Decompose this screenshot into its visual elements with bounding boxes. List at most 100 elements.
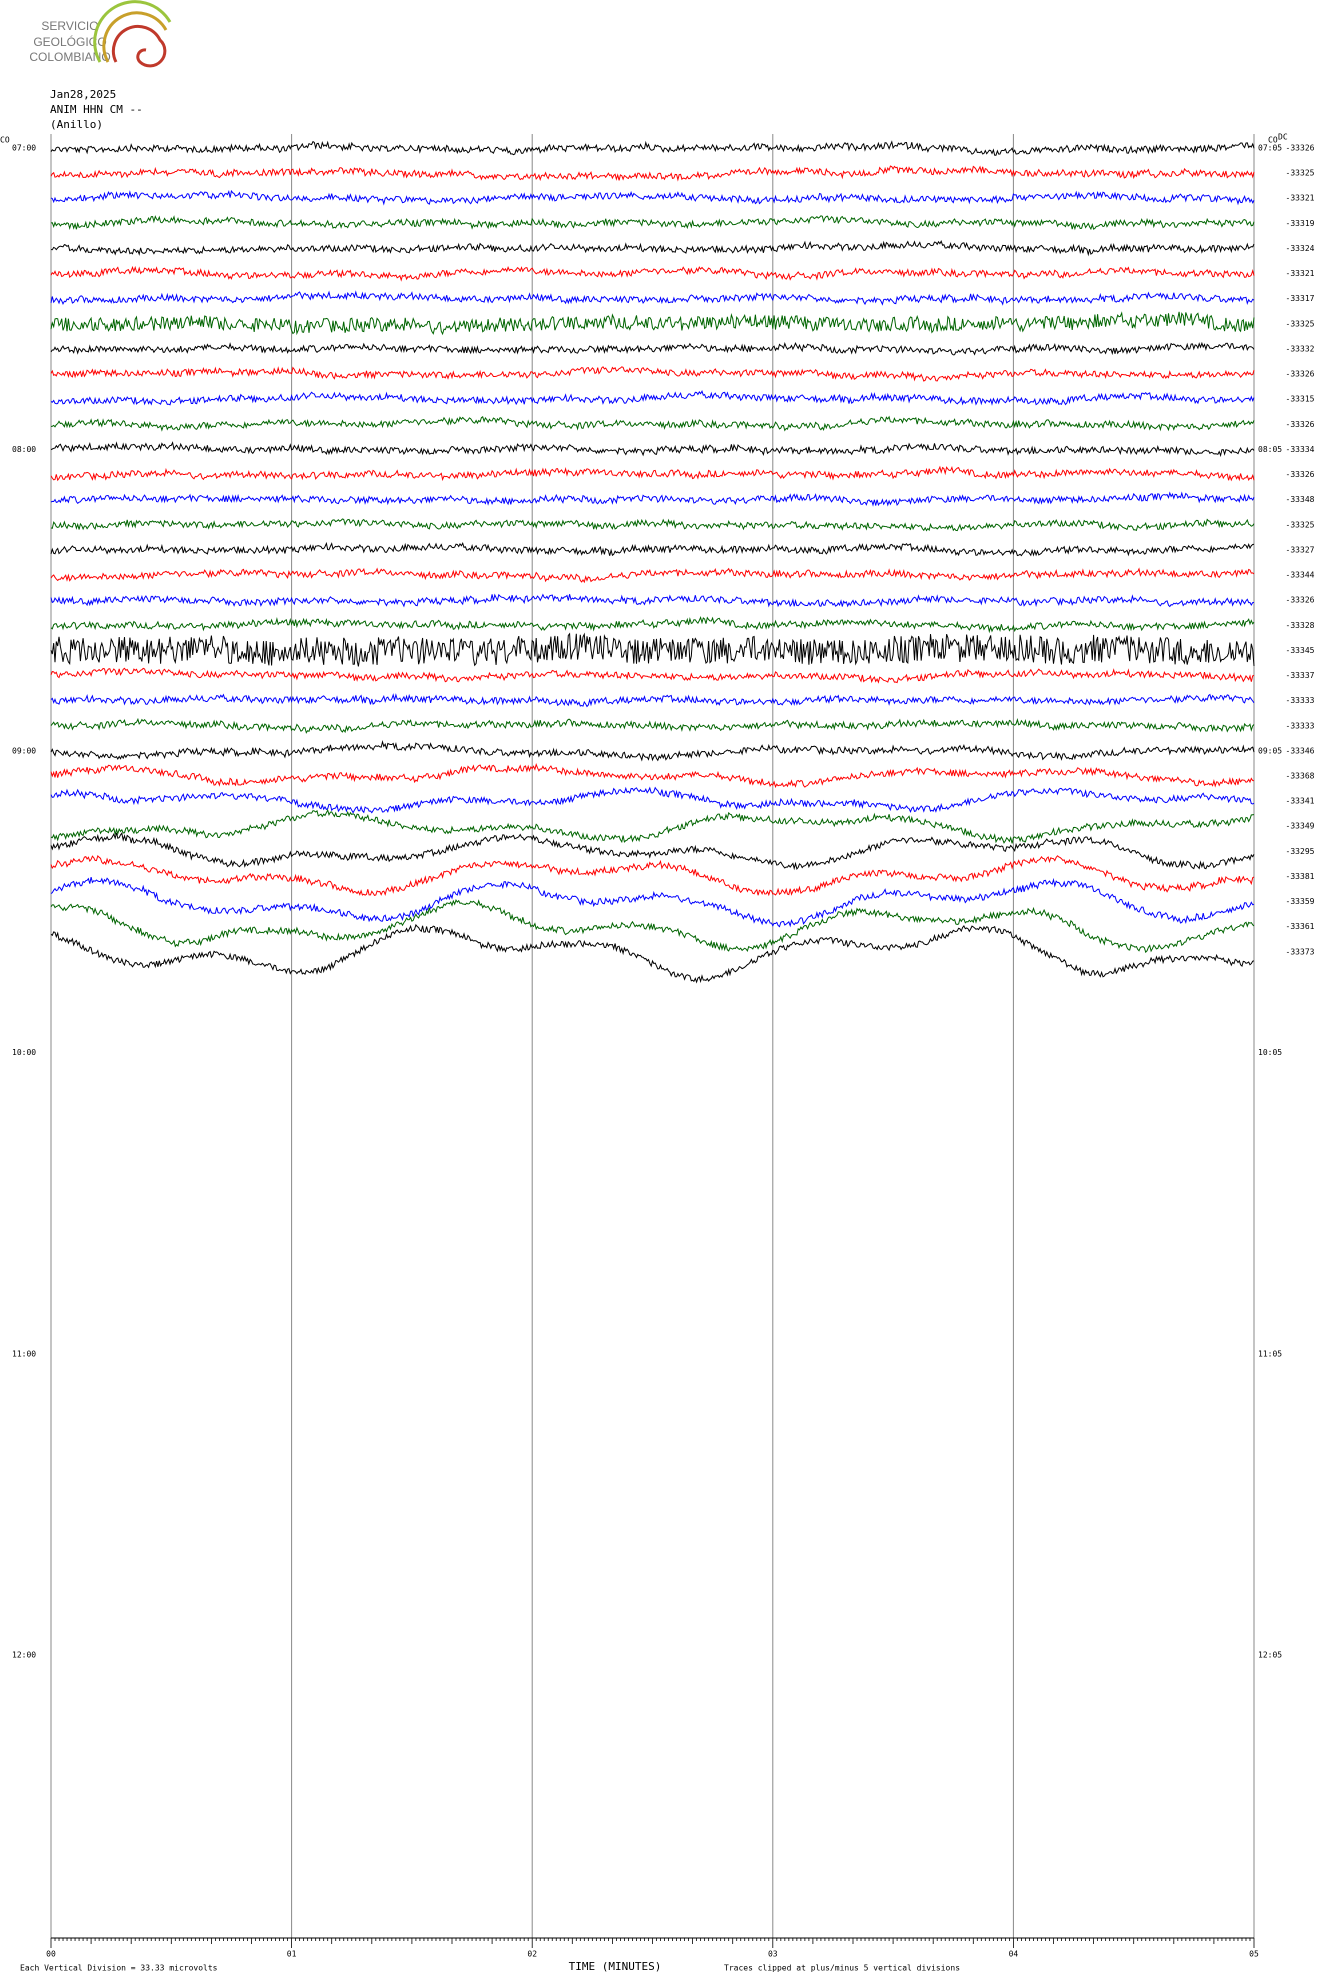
dc-offset: -33319: [1286, 219, 1315, 228]
dc-offset: -33333: [1286, 696, 1315, 705]
seismic-trace: [50, 876, 1255, 928]
logo-text: SERVICIO: [41, 19, 98, 33]
seismic-trace: [50, 832, 1255, 871]
seismic-trace: [50, 389, 1255, 406]
time-label-right: 11:05: [1258, 1349, 1282, 1358]
dc-offset: -33368: [1286, 772, 1315, 781]
corner-label: CO: [0, 136, 10, 145]
seismic-trace: [50, 898, 1255, 954]
seismic-trace: [50, 808, 1255, 844]
dc-offset: -33346: [1286, 746, 1315, 755]
station: ANIM HHN CM --: [50, 103, 143, 116]
seismic-trace: [50, 441, 1255, 458]
dc-offset: -33332: [1286, 344, 1315, 353]
time-label-left: 12:00: [12, 1651, 36, 1660]
logo: SERVICIO GEOLÓGICO COLOMBIANO: [29, 0, 172, 68]
seismic-trace: [50, 341, 1255, 356]
dc-offset: -33317: [1286, 294, 1315, 303]
dc-header: DC: [1278, 133, 1288, 142]
dc-offset: -33361: [1286, 922, 1315, 931]
logo-spiral: [111, 24, 167, 68]
dc-offset: -33344: [1286, 571, 1315, 580]
time-label-right: 09:05: [1258, 746, 1282, 755]
dc-offset: -33328: [1286, 621, 1315, 630]
dc-offset: -33326: [1286, 144, 1315, 153]
dc-offset: -33326: [1286, 596, 1315, 605]
dc-offset: -33315: [1286, 395, 1315, 404]
x-tick-label: 01: [287, 1950, 297, 1959]
x-tick-label: 04: [1009, 1950, 1019, 1959]
seismic-trace: [50, 541, 1255, 557]
seismic-trace: [50, 763, 1255, 789]
dc-offset: -33324: [1286, 244, 1315, 253]
dc-offset: -33325: [1286, 169, 1315, 178]
dc-offset: -33321: [1286, 269, 1315, 278]
seismic-trace: [50, 265, 1255, 282]
x-tick-label: 00: [46, 1950, 56, 1959]
x-axis-title: TIME (MINUTES): [569, 1960, 662, 1973]
seismic-trace: [50, 215, 1255, 231]
seismic-trace: [50, 491, 1255, 507]
seismic-trace: [50, 739, 1255, 762]
logo-text: GEOLÓGICO: [33, 34, 106, 49]
dc-offset: -33341: [1286, 797, 1315, 806]
time-label-left: 08:00: [12, 445, 36, 454]
time-label-left: 10:00: [12, 1048, 36, 1057]
dc-offset: -33349: [1286, 822, 1315, 831]
logo-arc: [93, 0, 172, 63]
time-label-right: 08:05: [1258, 445, 1282, 454]
seismic-trace: [50, 717, 1255, 734]
dc-offset: -33334: [1286, 445, 1315, 454]
date: Jan28,2025: [50, 88, 116, 101]
dc-offset: -33327: [1286, 545, 1315, 554]
seismic-trace: [50, 290, 1255, 306]
dc-offset: -33326: [1286, 470, 1315, 479]
seismic-trace: [50, 632, 1255, 667]
seismic-trace: [50, 567, 1255, 584]
logo-arc: [102, 11, 168, 63]
seismic-trace: [50, 854, 1255, 897]
x-tick-label: 02: [527, 1950, 537, 1959]
time-label-left: 07:00: [12, 144, 36, 153]
clip-note: Traces clipped at plus/minus 5 vertical …: [724, 1964, 960, 1973]
dc-offset: -33381: [1286, 872, 1315, 881]
dc-offset: -33337: [1286, 671, 1315, 680]
x-tick-label: 03: [768, 1950, 778, 1959]
dc-offset: -33326: [1286, 370, 1315, 379]
seismic-trace: [50, 786, 1255, 814]
seismic-trace: [50, 593, 1255, 608]
seismic-trace: [50, 923, 1255, 984]
seismic-trace: [50, 415, 1255, 432]
dc-offset: -33333: [1286, 721, 1315, 730]
seismic-trace: [50, 165, 1255, 182]
dc-offset: -33359: [1286, 897, 1315, 906]
seismic-trace: [50, 693, 1255, 708]
dc-offset: -33325: [1286, 319, 1315, 328]
seismic-trace: [50, 667, 1255, 684]
seismic-trace: [50, 311, 1255, 336]
seismic-trace: [50, 465, 1255, 482]
time-label-right: 07:05: [1258, 144, 1282, 153]
scale-note: Each Vertical Division = 33.33 microvolt…: [20, 1964, 218, 1973]
time-label-left: 09:00: [12, 746, 36, 755]
time-label-left: 11:00: [12, 1349, 36, 1358]
location: (Anillo): [50, 118, 103, 131]
x-tick-label: 05: [1249, 1950, 1259, 1959]
dc-offset: -33373: [1286, 947, 1315, 956]
seismic-trace: [50, 616, 1255, 634]
dc-offset: -33325: [1286, 520, 1315, 529]
corner-label: CO: [1268, 136, 1278, 145]
seismic-trace: [50, 140, 1255, 156]
time-label-right: 12:05: [1258, 1651, 1282, 1660]
dc-offset: -33321: [1286, 194, 1315, 203]
seismic-trace: [50, 239, 1255, 257]
dc-offset: -33295: [1286, 847, 1315, 856]
dc-offset: -33345: [1286, 646, 1315, 655]
logo-text: COLOMBIANO: [29, 50, 110, 64]
dc-offset: -33348: [1286, 495, 1315, 504]
seismic-trace: [50, 366, 1255, 382]
dc-offset: -33326: [1286, 420, 1315, 429]
time-label-right: 10:05: [1258, 1048, 1282, 1057]
seismic-trace: [50, 189, 1255, 206]
